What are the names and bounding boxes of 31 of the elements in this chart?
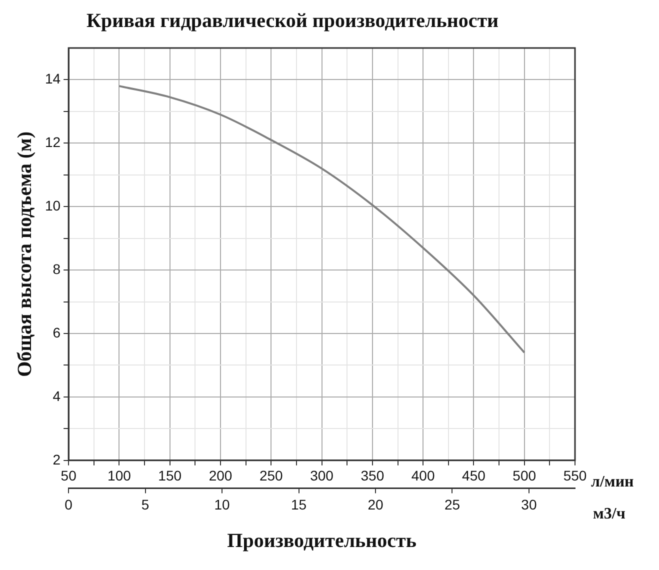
y-tick-label: 2 [52,451,61,468]
y-axis-title: Общая высота подъема (м) [14,132,36,377]
x-tick-label: 500 [512,468,536,484]
x2-tick-label: 0 [64,496,73,512]
x-tick-label: 400 [411,468,435,484]
y-tick-label: 14 [44,70,61,87]
x-tick-label: 250 [259,468,284,484]
x2-tick-label: 25 [444,496,460,512]
text: Производительность [227,530,417,552]
x2-tick-label: 15 [290,496,307,512]
x-tick-label: 350 [360,468,384,484]
y-tick-label: 12 [44,134,61,150]
x-axis-title: л/мин [591,474,634,491]
y-tick-label: 6 [52,324,61,340]
x-tick-label: 300 [310,468,334,484]
x2-axis-title: м3/ч [593,505,626,522]
x-tick-label: 450 [462,468,486,484]
x-tick-label: 550 [563,468,587,484]
x2-tick-label: 30 [521,496,537,512]
x-tick-label: 150 [158,468,182,484]
line-series [118,85,526,354]
x-tick-label: 50 [60,468,77,484]
y-tick-label: 10 [44,197,61,214]
chart-title: Кривая гидравлической производительности [86,10,499,32]
x-tick-label: 100 [108,468,132,484]
y-tick-label: 4 [52,388,61,404]
x2-tick-label: 5 [141,496,150,512]
x2-tick-label: 10 [214,496,230,512]
y-tick-label: 8 [52,260,61,277]
x2-tick-label: 20 [368,496,384,512]
x-tick-label: 200 [208,468,232,484]
